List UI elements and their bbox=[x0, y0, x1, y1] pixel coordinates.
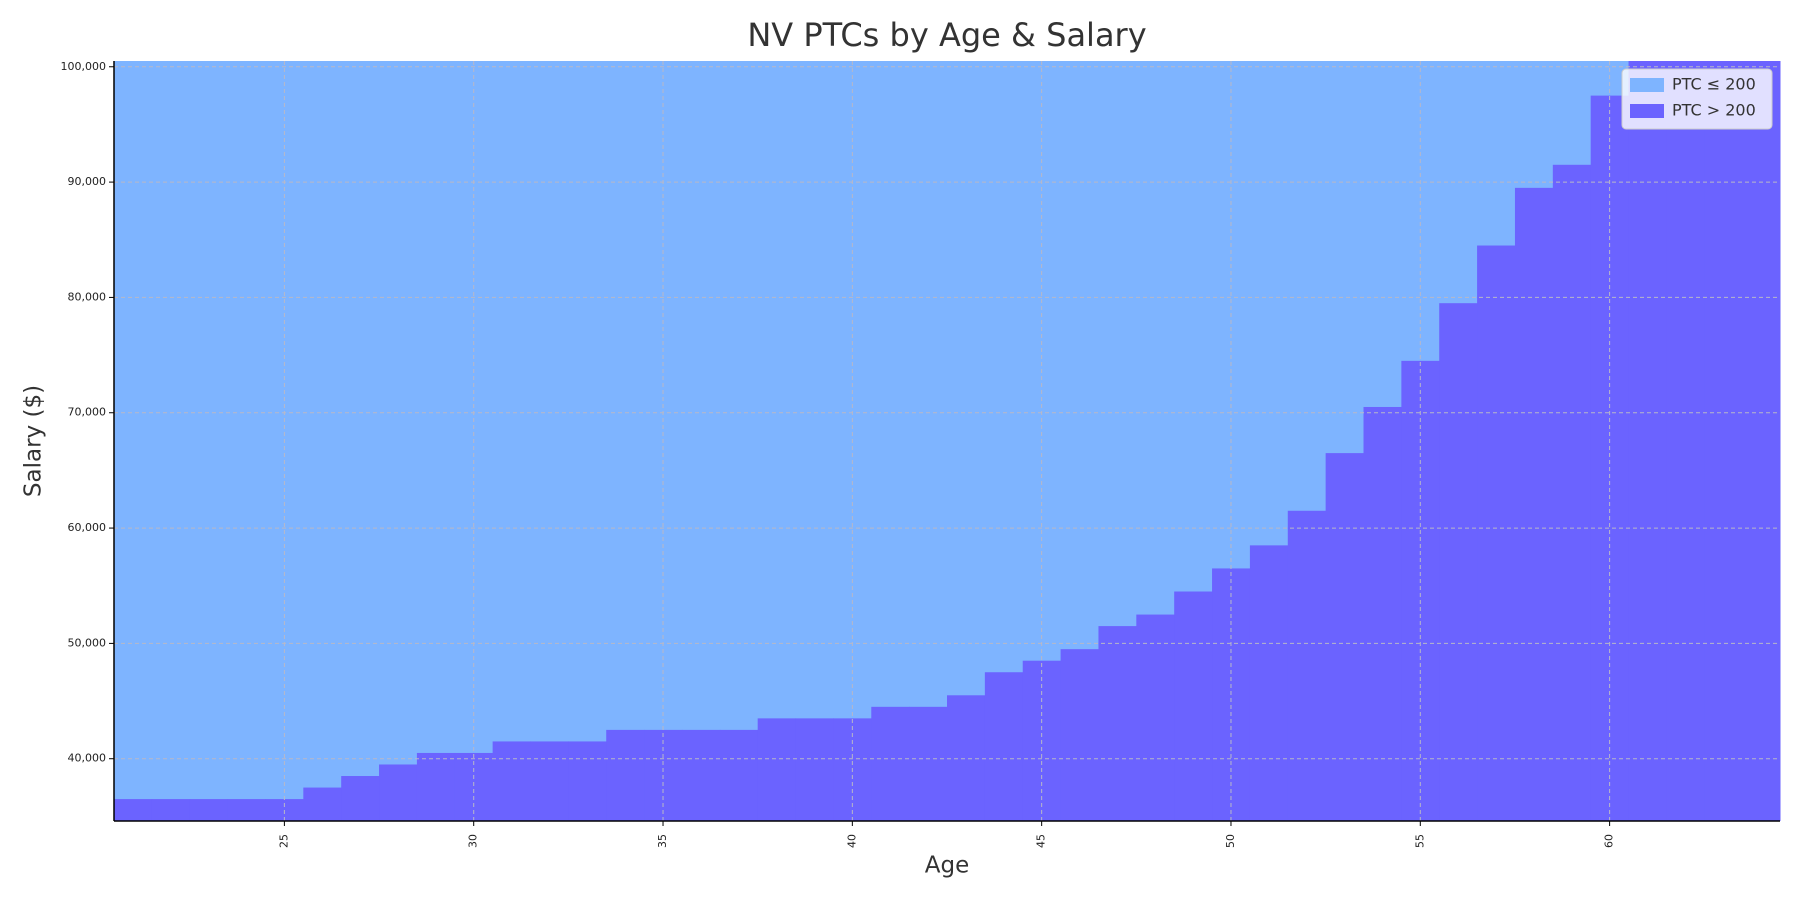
step-bar bbox=[1439, 303, 1478, 821]
step-bar bbox=[1514, 187, 1554, 821]
step-bar bbox=[947, 695, 986, 821]
chart-title: NV PTCs by Age & Salary bbox=[747, 16, 1146, 54]
x-axis-label: Age bbox=[925, 853, 969, 879]
step-bar bbox=[1363, 406, 1402, 821]
step-bar bbox=[492, 741, 531, 821]
x-tick-label: 55 bbox=[1413, 834, 1426, 848]
step-bar bbox=[1704, 61, 1743, 821]
step-bar bbox=[1401, 360, 1440, 821]
step-bar bbox=[606, 729, 645, 821]
legend-label: PTC > 200 bbox=[1672, 101, 1756, 120]
step-bar bbox=[719, 729, 759, 821]
legend-swatch bbox=[1630, 104, 1664, 118]
x-tick-label: 45 bbox=[1035, 834, 1048, 848]
step-bar bbox=[757, 718, 797, 821]
step-bar bbox=[416, 752, 456, 821]
y-tick-label: 90,000 bbox=[68, 175, 107, 188]
step-bar bbox=[1060, 649, 1099, 821]
step-bar bbox=[1249, 545, 1289, 821]
y-tick-label: 80,000 bbox=[68, 290, 107, 303]
y-tick-label: 40,000 bbox=[68, 752, 107, 765]
step-bar bbox=[568, 741, 607, 821]
step-bar bbox=[681, 729, 721, 821]
step-bar bbox=[1552, 164, 1592, 821]
legend-label: PTC ≤ 200 bbox=[1672, 75, 1756, 94]
step-bar bbox=[1325, 453, 1364, 821]
step-bar bbox=[303, 787, 342, 821]
x-tick-label: 40 bbox=[845, 834, 858, 848]
step-bar bbox=[1136, 614, 1175, 821]
y-axis-label: Salary ($) bbox=[21, 385, 47, 497]
step-bar bbox=[909, 706, 948, 821]
x-tick-label: 30 bbox=[467, 834, 480, 848]
y-tick-label: 60,000 bbox=[68, 521, 107, 534]
step-bar bbox=[871, 706, 910, 821]
x-tick-label: 50 bbox=[1224, 834, 1237, 848]
step-bar bbox=[1174, 591, 1213, 821]
y-tick-label: 100,000 bbox=[61, 60, 107, 73]
step-bar bbox=[341, 776, 380, 821]
step-bar bbox=[1628, 61, 1667, 821]
step-bar bbox=[151, 799, 191, 821]
x-tick-label: 35 bbox=[656, 834, 669, 848]
x-tick-label: 60 bbox=[1603, 834, 1616, 848]
step-bar bbox=[189, 799, 229, 821]
x-tick-label: 25 bbox=[277, 834, 290, 848]
step-bar bbox=[530, 741, 569, 821]
step-bar bbox=[379, 764, 418, 821]
step-bar bbox=[1742, 61, 1781, 821]
step-bar bbox=[1666, 61, 1705, 821]
step-bar bbox=[114, 799, 153, 821]
legend-swatch bbox=[1630, 78, 1664, 92]
step-bar bbox=[1477, 245, 1516, 822]
step-bar bbox=[227, 799, 266, 821]
y-tick-label: 70,000 bbox=[68, 406, 107, 419]
step-bar bbox=[795, 718, 834, 821]
y-tick-label: 50,000 bbox=[68, 636, 107, 649]
step-bar bbox=[1287, 510, 1327, 821]
step-bar bbox=[1098, 626, 1137, 821]
step-bar bbox=[984, 672, 1024, 821]
